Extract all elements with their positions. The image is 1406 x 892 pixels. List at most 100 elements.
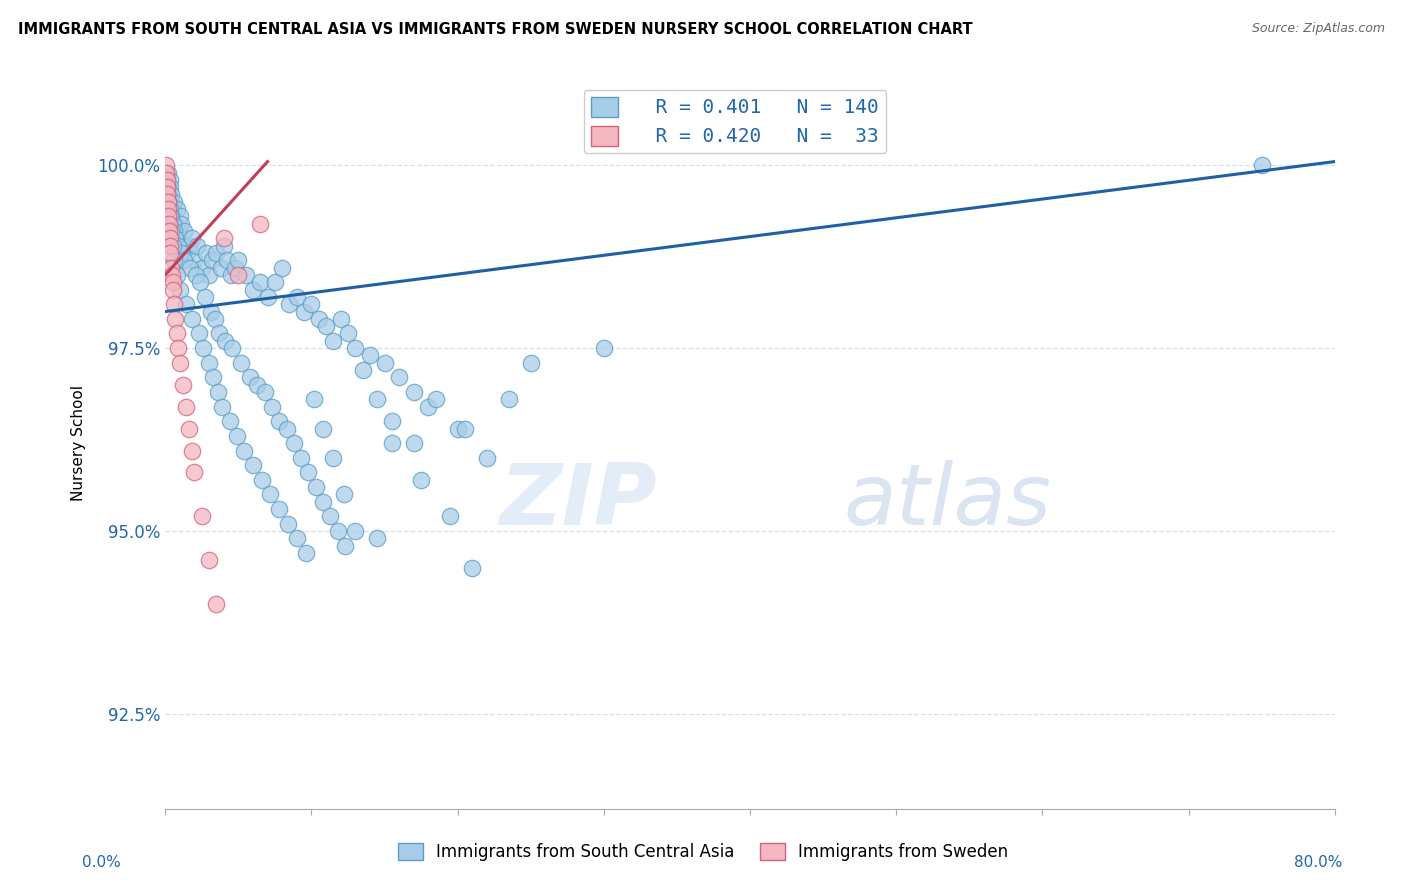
Text: atlas: atlas [844,460,1052,543]
Point [260,400,283,414]
Point [322,334,344,348]
Point [156,187,179,202]
Point [250,473,273,487]
Point [173,224,195,238]
Point [214,334,236,348]
Point [329,311,352,326]
Point [157,224,180,238]
Point [277,516,299,531]
Point [225,429,247,443]
Point [315,319,337,334]
Point [166,326,188,341]
Point [333,539,356,553]
Point [159,180,181,194]
Point [169,283,191,297]
Point [209,260,232,275]
Point [198,356,221,370]
Point [157,165,180,179]
Point [269,502,291,516]
Point [200,304,222,318]
Point [202,370,225,384]
Text: 80.0%: 80.0% [1295,855,1343,870]
Point [1250,158,1272,172]
Point [226,268,249,282]
Point [159,238,181,252]
Point [198,268,221,282]
Point [183,253,205,268]
Point [195,246,218,260]
Point [425,392,447,407]
Point [155,158,177,172]
Point [359,348,381,362]
Point [157,210,180,224]
Point [162,275,184,289]
Point [170,217,193,231]
Point [167,341,190,355]
Y-axis label: Nursery School: Nursery School [72,385,86,501]
Point [201,253,224,268]
Point [204,311,226,326]
Point [169,210,191,224]
Point [519,356,541,370]
Point [160,260,183,275]
Point [160,224,183,238]
Point [156,180,179,194]
Point [157,202,180,216]
Point [308,311,330,326]
Point [498,392,520,407]
Point [159,210,181,224]
Point [156,187,179,202]
Point [155,165,177,179]
Point [183,466,205,480]
Text: Source: ZipAtlas.com: Source: ZipAtlas.com [1251,22,1385,36]
Point [246,377,269,392]
Point [159,246,181,260]
Point [402,384,425,399]
Point [157,194,180,209]
Point [167,238,190,252]
Point [299,297,322,311]
Point [388,370,411,384]
Point [326,524,349,538]
Point [205,597,228,611]
Point [160,268,183,282]
Point [156,173,179,187]
Point [319,509,342,524]
Point [162,217,184,231]
Point [276,421,298,435]
Point [170,246,193,260]
Point [224,260,246,275]
Point [344,524,367,538]
Point [162,283,184,297]
Point [297,466,319,480]
Point [162,238,184,252]
Point [592,341,614,355]
Point [344,341,367,355]
Point [190,509,212,524]
Point [418,400,440,414]
Point [373,356,395,370]
Point [366,392,388,407]
Point [156,180,179,194]
Point [312,421,335,435]
Point [160,210,183,224]
Point [174,297,197,311]
Point [454,421,477,435]
Point [336,326,359,341]
Point [207,384,229,399]
Point [193,341,215,355]
Point [188,275,211,289]
Point [285,532,308,546]
Point [180,311,202,326]
Point [163,297,186,311]
Point [461,560,484,574]
Point [439,509,461,524]
Point [312,494,335,508]
Point [169,231,191,245]
Point [242,458,264,472]
Point [263,275,285,289]
Point [173,253,195,268]
Point [159,202,181,216]
Point [221,341,243,355]
Point [305,480,328,494]
